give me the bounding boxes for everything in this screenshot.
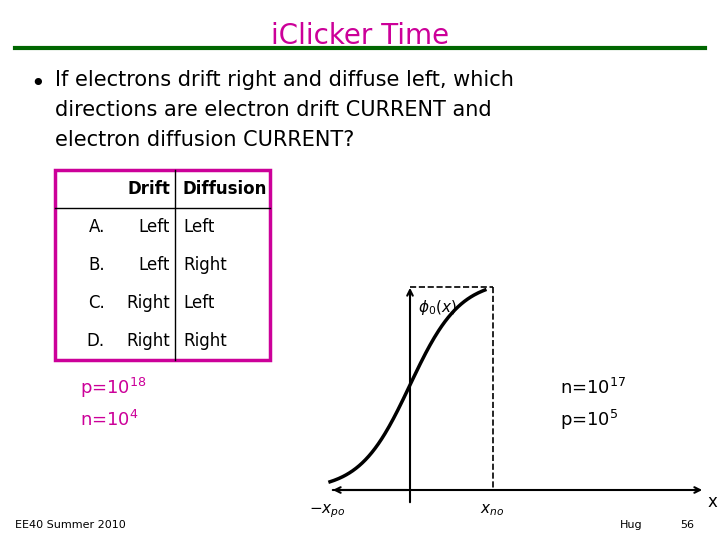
Text: directions are electron drift CURRENT and: directions are electron drift CURRENT an… — [55, 100, 492, 120]
Text: 56: 56 — [680, 520, 694, 530]
Text: Diffusion: Diffusion — [183, 180, 267, 198]
Text: $\phi_0(x)$: $\phi_0(x)$ — [418, 298, 457, 317]
Bar — [55, 170, 270, 360]
Text: •: • — [30, 72, 45, 96]
Text: Left: Left — [183, 218, 215, 236]
Text: Right: Right — [183, 332, 227, 350]
Text: Hug: Hug — [620, 520, 643, 530]
Text: Left: Left — [183, 294, 215, 312]
Text: $x_{no}$: $x_{no}$ — [480, 502, 505, 518]
Text: EE40 Summer 2010: EE40 Summer 2010 — [15, 520, 126, 530]
Text: C.: C. — [89, 294, 105, 312]
Bar — [55, 170, 270, 360]
Text: x: x — [708, 493, 718, 511]
Text: p=10$^{18}$: p=10$^{18}$ — [80, 376, 147, 400]
Text: iClicker Time: iClicker Time — [271, 22, 449, 50]
Text: Left: Left — [139, 256, 170, 274]
Text: p=10$^{5}$: p=10$^{5}$ — [560, 408, 618, 432]
Text: electron diffusion CURRENT?: electron diffusion CURRENT? — [55, 130, 354, 150]
Text: B.: B. — [89, 256, 105, 274]
Text: Right: Right — [126, 294, 170, 312]
Text: $-x_{po}$: $-x_{po}$ — [309, 502, 346, 519]
Text: A.: A. — [89, 218, 105, 236]
Text: Right: Right — [183, 256, 227, 274]
Text: Left: Left — [139, 218, 170, 236]
Text: n=10$^{17}$: n=10$^{17}$ — [560, 378, 626, 398]
Text: Drift: Drift — [127, 180, 170, 198]
Text: D.: D. — [87, 332, 105, 350]
Text: If electrons drift right and diffuse left, which: If electrons drift right and diffuse lef… — [55, 70, 514, 90]
Text: n=10$^{4}$: n=10$^{4}$ — [80, 410, 139, 430]
Text: Right: Right — [126, 332, 170, 350]
